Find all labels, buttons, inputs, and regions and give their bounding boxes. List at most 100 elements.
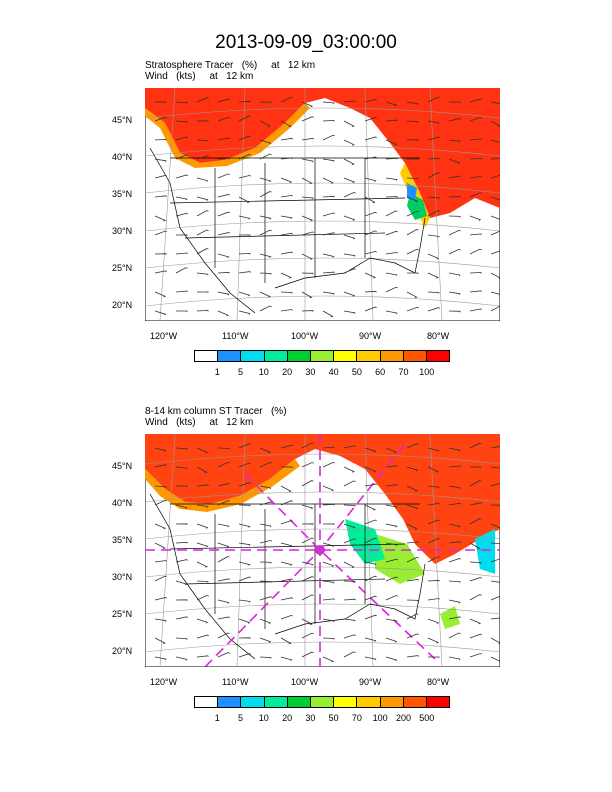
wind-barb	[448, 139, 461, 143]
wind-barb	[175, 485, 188, 488]
colorbar-2-label-5: 50	[328, 713, 339, 723]
wind-barb	[154, 291, 167, 298]
wind-barb	[301, 101, 314, 108]
wind-barb	[343, 120, 355, 127]
wind-barb	[280, 578, 293, 582]
wind-barb	[385, 230, 398, 236]
wind-barb	[217, 173, 230, 179]
lat-label-20: 20°N	[112, 300, 133, 310]
wind-barb	[175, 101, 188, 104]
wind-barb	[385, 465, 398, 468]
wind-barb	[301, 310, 314, 312]
wind-barb	[406, 306, 419, 312]
wind-barb	[196, 155, 209, 160]
wind-barb	[427, 253, 440, 260]
wind-barb	[259, 461, 272, 468]
wind-barb	[469, 175, 482, 179]
wind-barb	[175, 154, 188, 160]
wind-barb	[322, 232, 335, 236]
wind-barb	[364, 537, 377, 544]
lat-label-45-p2: 45°N	[112, 461, 133, 471]
wind-barb	[280, 137, 293, 141]
wind-barb	[406, 291, 418, 299]
wind-barb	[343, 651, 356, 658]
wind-barb	[322, 177, 334, 184]
wind-barb	[259, 120, 271, 127]
wind-barb	[154, 523, 167, 530]
wind-barb	[259, 305, 272, 312]
wind-barb	[217, 291, 230, 296]
wind-barb	[322, 461, 335, 468]
wind-barb	[427, 538, 440, 544]
wind-barb	[280, 485, 292, 493]
column-field-yellow	[375, 534, 425, 584]
wind-barb	[280, 251, 293, 255]
wind-barb	[406, 504, 419, 510]
colorbar-2-label-4: 30	[305, 713, 316, 723]
wind-barb	[238, 100, 251, 103]
wind-barb	[406, 443, 419, 449]
wind-barb	[448, 580, 461, 583]
map-panel-2	[145, 434, 500, 667]
wind-barb	[448, 656, 461, 661]
wind-barb	[301, 116, 314, 122]
wind-barb	[154, 637, 166, 644]
wind-barb	[217, 632, 230, 639]
wind-barb	[154, 597, 167, 601]
wind-barb	[322, 253, 335, 258]
wind-barb	[322, 656, 335, 663]
wind-barb	[448, 485, 461, 489]
wind-barb	[196, 272, 209, 276]
wind-barb	[448, 599, 461, 604]
wind-barb	[217, 500, 230, 506]
wind-barb	[427, 291, 440, 294]
colorbar-1-label-6: 50	[351, 367, 362, 377]
wind-barb	[427, 502, 440, 506]
wind-barb	[175, 559, 188, 563]
wind-barb	[154, 158, 167, 162]
wind-barb	[280, 542, 293, 547]
wind-barb	[448, 229, 461, 236]
wind-barb	[217, 98, 230, 103]
wind-barb	[301, 272, 314, 275]
lat-label-25-p2: 25°N	[112, 609, 133, 619]
wind-barb	[490, 504, 500, 506]
wind-barb	[280, 120, 292, 128]
wind-barb	[280, 597, 293, 601]
wind-barb	[469, 98, 482, 103]
wind-barb	[238, 561, 251, 566]
wind-barb	[154, 195, 167, 198]
wind-barb	[343, 191, 356, 198]
wind-barb	[364, 483, 377, 487]
wind-barb	[154, 575, 167, 582]
wind-barb	[490, 595, 500, 601]
wind-barb	[385, 119, 398, 122]
wind-barb	[469, 138, 482, 141]
wind-barb	[322, 598, 335, 601]
wind-barb	[196, 229, 209, 236]
cross-center-marker	[315, 545, 325, 555]
wind-barb	[238, 443, 251, 449]
wind-barb	[427, 519, 440, 525]
wind-barb	[427, 579, 440, 582]
wind-barb	[385, 618, 398, 623]
wind-barb	[259, 447, 272, 454]
wind-barb	[385, 558, 398, 563]
colorbar-2-label-7: 100	[372, 713, 388, 723]
wind-barb	[217, 542, 230, 548]
wind-barb	[238, 462, 251, 468]
wind-barb	[490, 139, 500, 143]
lat-label-20-p2: 20°N	[112, 646, 133, 656]
wind-barb	[196, 177, 209, 182]
colorbar-1-label-8: 70	[398, 367, 409, 377]
lon-label-120: 120°W	[150, 331, 178, 341]
wind-barb	[364, 595, 377, 601]
wind-barb	[196, 97, 209, 103]
wind-barb	[280, 291, 293, 294]
colorbar-2-label-9: 500	[419, 713, 435, 723]
wind-barb	[196, 542, 209, 548]
wind-barb	[469, 442, 482, 449]
wind-barb	[385, 542, 398, 547]
wind-barb	[280, 637, 292, 645]
wind-barb	[364, 272, 377, 279]
